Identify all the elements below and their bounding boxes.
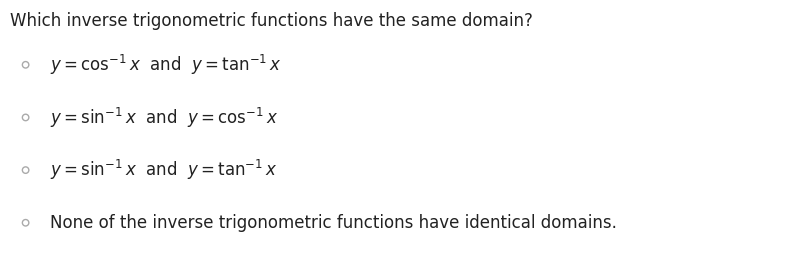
- Text: $y = \sin^{-1}x$  and  $y = \tan^{-1}x$: $y = \sin^{-1}x$ and $y = \tan^{-1}x$: [50, 158, 277, 182]
- Text: $y = \cos^{-1}x$  and  $y = \tan^{-1}x$: $y = \cos^{-1}x$ and $y = \tan^{-1}x$: [50, 53, 281, 77]
- Text: Which inverse trigonometric functions have the same domain?: Which inverse trigonometric functions ha…: [10, 12, 533, 30]
- Text: None of the inverse trigonometric functions have identical domains.: None of the inverse trigonometric functi…: [50, 214, 617, 232]
- Text: $y = \sin^{-1}x$  and  $y = \cos^{-1}x$: $y = \sin^{-1}x$ and $y = \cos^{-1}x$: [50, 105, 278, 130]
